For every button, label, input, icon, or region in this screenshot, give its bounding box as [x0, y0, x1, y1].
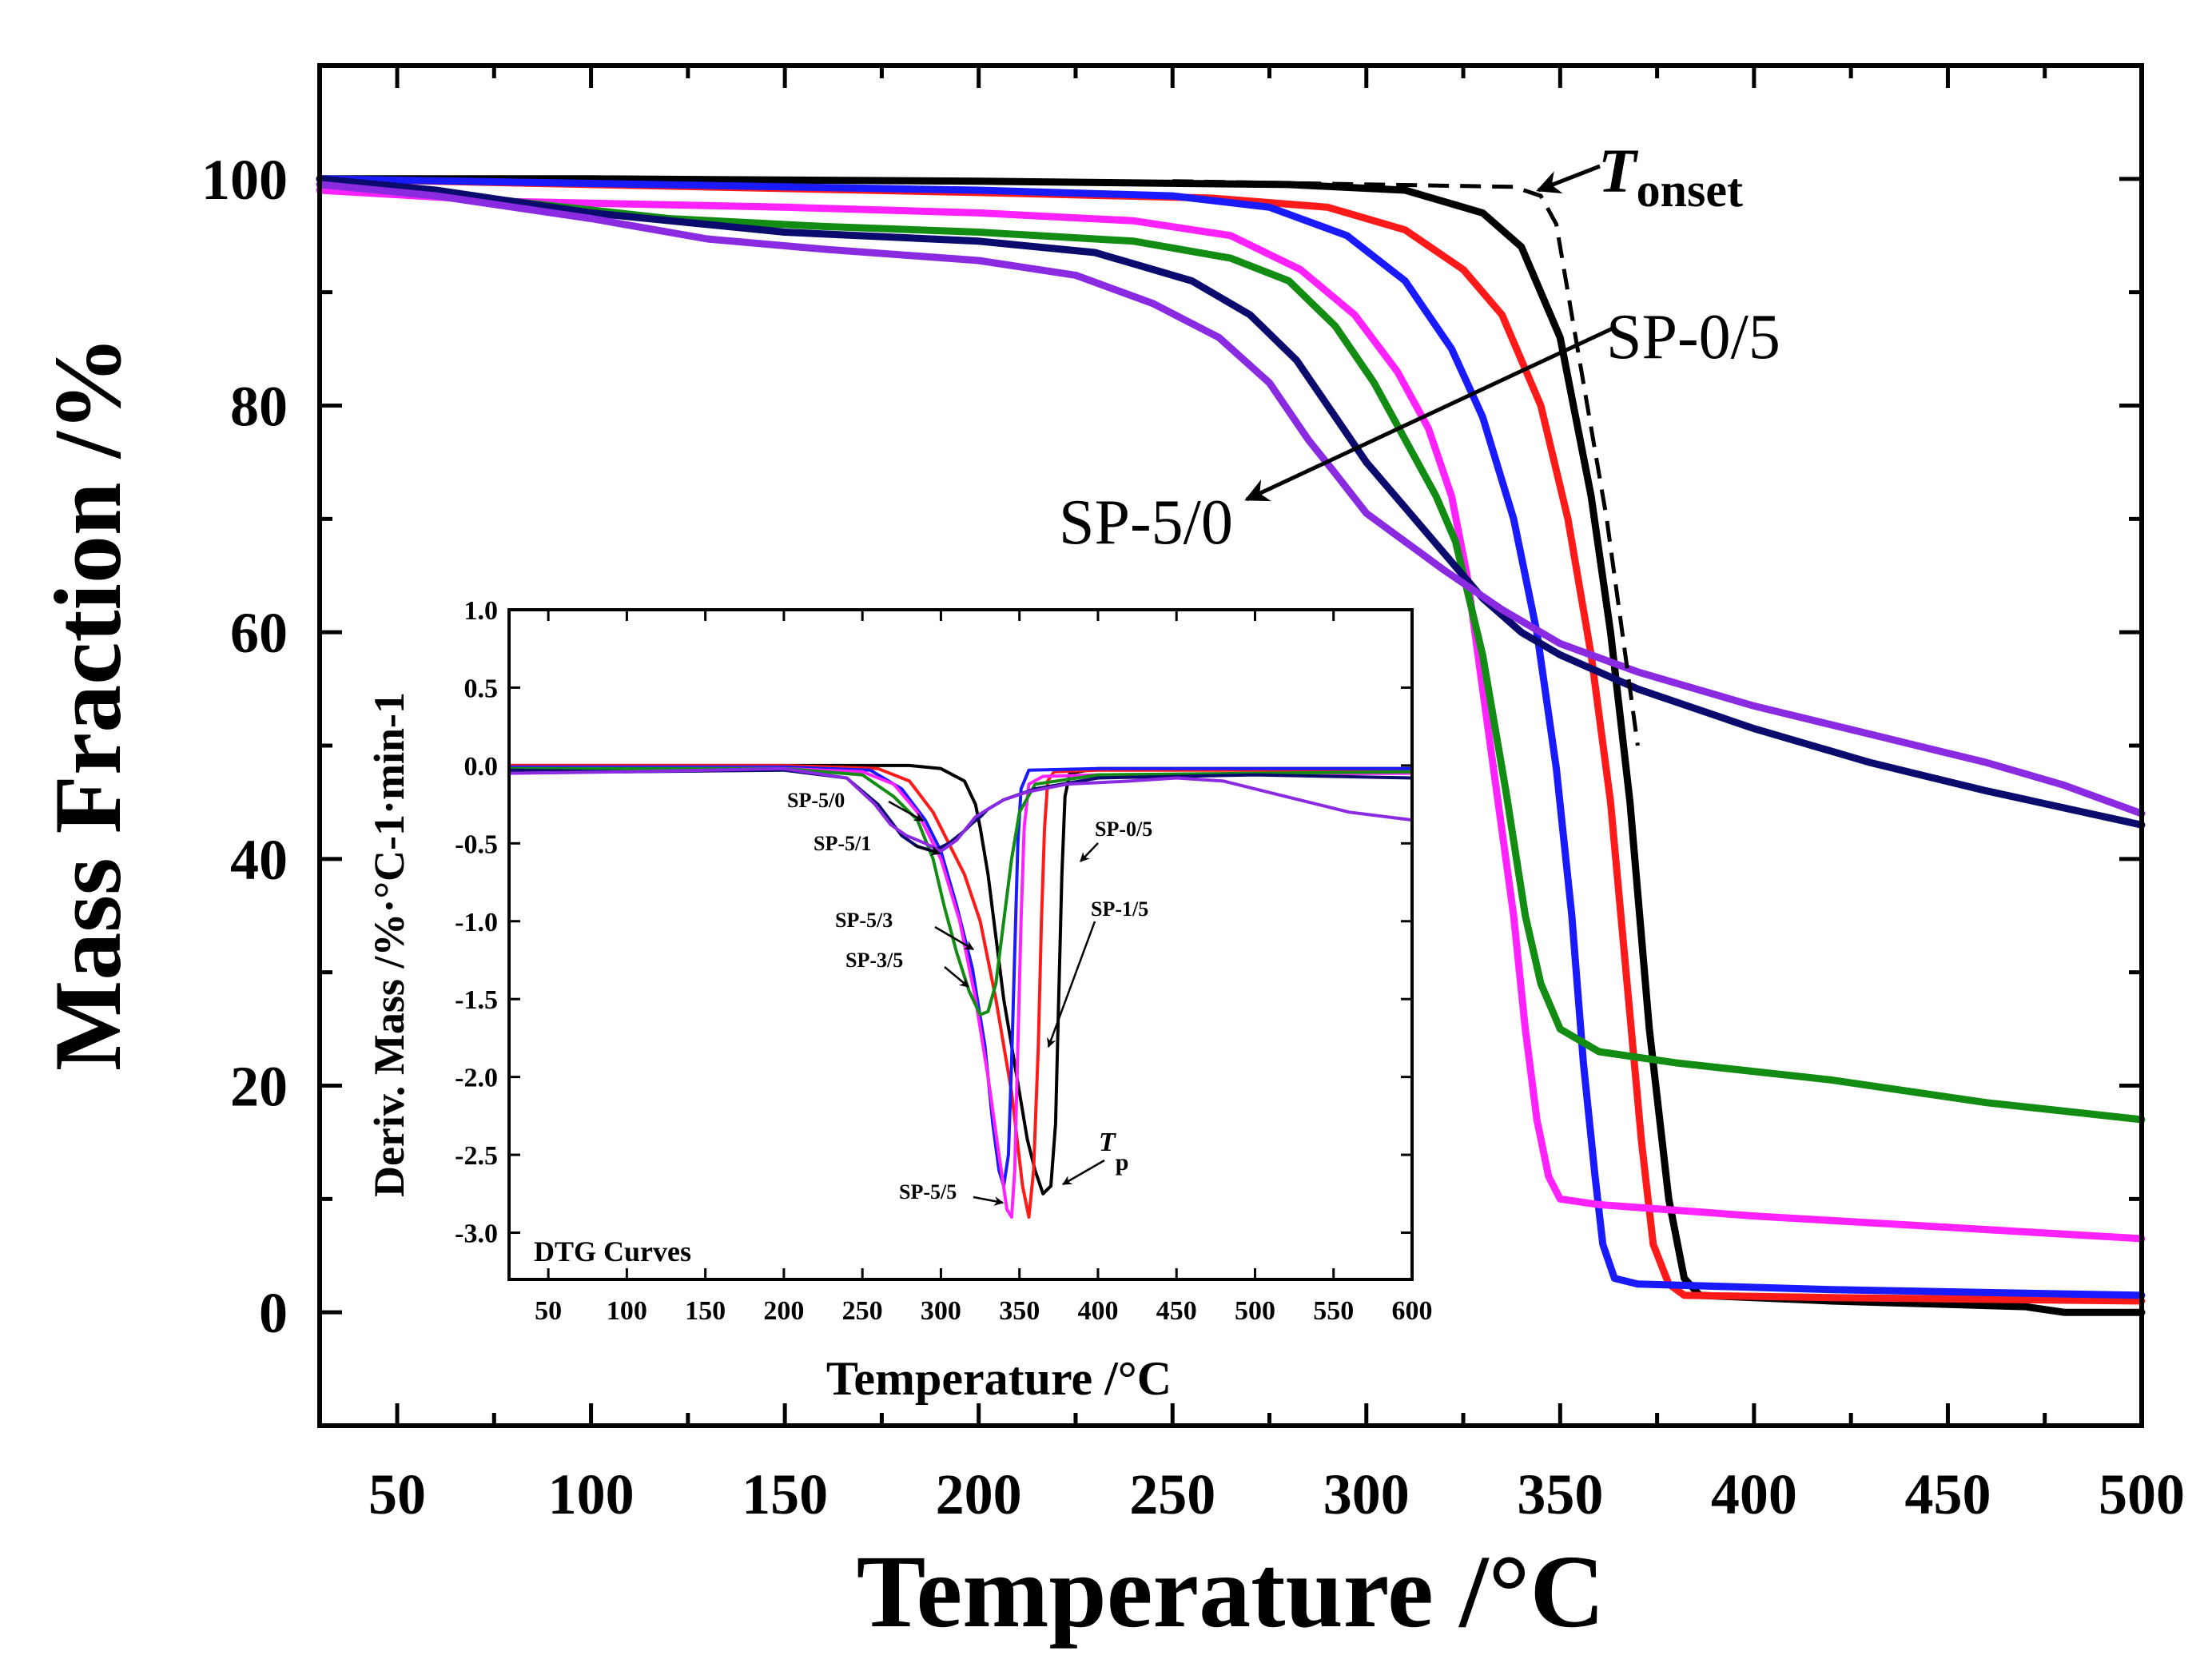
main-x-tick-label: 300	[1323, 1462, 1410, 1526]
main-y-tick-label: 100	[201, 148, 288, 212]
inset-y-tick-label: -3.0	[455, 1219, 498, 1249]
inset-title: DTG Curves	[534, 1235, 691, 1267]
main-y-tick-label: 0	[259, 1281, 288, 1345]
inset-label-sp-3-5: SP-3/5	[845, 949, 903, 972]
inset-x-tick-label: 550	[1313, 1296, 1354, 1326]
main-x-tick-label: 350	[1517, 1462, 1603, 1526]
main-y-tick-label: 80	[230, 375, 288, 439]
inset-label-sp-5-0: SP-5/0	[787, 789, 845, 812]
inset-x-tick-label: 250	[842, 1296, 883, 1326]
inset-y-tick-label: -1.0	[455, 908, 498, 937]
inset-x-tick-label: 300	[921, 1296, 961, 1326]
annotation-sp-5-0: SP-5/0	[1059, 487, 1233, 558]
inset-arrow-sp-5-0	[888, 800, 925, 822]
inset-y-tick-label: -0.5	[455, 830, 498, 859]
inset-label-sp-5-5: SP-5/5	[899, 1180, 957, 1204]
tonset-symbol: T	[1598, 136, 1639, 205]
inset-y-tick-label: 0.0	[464, 752, 499, 782]
inset-label-sp-0-5: SP-0/5	[1095, 818, 1152, 841]
inset-arrow-sp-5-5	[973, 1196, 1005, 1206]
main-y-tick-label: 40	[230, 828, 288, 892]
inset-x-axis-label: Temperature /°C	[826, 1352, 1172, 1405]
inset-y-tick-label: -1.5	[455, 985, 498, 1015]
inset-x-tick-label: 400	[1077, 1296, 1118, 1326]
main-series-sp-5-1	[316, 175, 2146, 829]
inset-arrow-sp-5-3	[934, 925, 975, 951]
inset-arrow-sp-1-5	[1047, 921, 1096, 1048]
inset-x-tick-label: 600	[1392, 1296, 1433, 1326]
inset-y-tick-label: -2.0	[455, 1064, 498, 1093]
main-series-sp-5-0	[316, 181, 2146, 818]
inset-x-tick-label: 450	[1156, 1296, 1197, 1326]
inset-x-tick-label: 100	[607, 1296, 647, 1326]
inset-y-tick-label: 1.0	[464, 596, 499, 626]
main-x-tick-label: 500	[2099, 1462, 2185, 1526]
inset-series-sp-0-5	[507, 763, 1414, 1196]
main-chart: 50 100 150 200 250 300 350 400 450 500 0 20 40 60 80 10…	[34, 63, 2185, 1649]
main-x-tick-label: 450	[1904, 1462, 1991, 1526]
inset-tp-subscript: p	[1116, 1149, 1129, 1176]
main-x-tick-label: 50	[368, 1462, 426, 1526]
main-plot-frame	[317, 63, 2144, 1428]
inset-label-sp-5-1: SP-5/1	[814, 832, 871, 855]
inset-y-tick-label: -2.5	[455, 1141, 498, 1171]
tonset-subscript: onset	[1637, 164, 1743, 217]
inset-arrow-tp	[1061, 1159, 1105, 1186]
main-x-tick-label: 200	[936, 1462, 1022, 1526]
main-x-tick-label: 400	[1711, 1462, 1797, 1526]
annotation-arrow-sp	[1244, 325, 1616, 502]
inset-arrow-sp-5-1	[913, 844, 941, 856]
tonset-tangent-line	[1172, 179, 1640, 746]
inset-x-tick-label: 50	[535, 1296, 562, 1326]
main-y-axis-label: Mass Fraction /%	[34, 336, 141, 1071]
main-y-tick-label: 20	[230, 1055, 288, 1119]
main-x-tick-label: 100	[548, 1462, 635, 1526]
annotation-sp-0-5: SP-0/5	[1606, 302, 1780, 372]
inset-plot-frame	[507, 608, 1414, 1281]
inset-y-tick-label: 0.5	[464, 674, 499, 703]
inset-series-sp-5-0	[507, 766, 1414, 853]
inset-x-tick-label: 500	[1235, 1296, 1275, 1326]
inset-x-tick-label: 150	[685, 1296, 726, 1326]
main-x-tick-label: 150	[742, 1462, 828, 1526]
inset-y-axis-label: Deriv. Mass /%·°C-1·min-1	[365, 692, 413, 1197]
inset-tp-symbol: T	[1099, 1128, 1116, 1157]
inset-series-sp-3-5	[507, 765, 1414, 1188]
inset-series-sp-5-3	[507, 766, 1414, 1017]
inset-arrow-sp-3-5	[944, 966, 969, 988]
inset-series-group	[507, 763, 1414, 1219]
main-series-sp-3-5	[316, 175, 2146, 1299]
main-x-axis-label: Temperature /°C	[857, 1534, 1605, 1649]
inset-background	[509, 610, 1412, 1279]
main-y-tick-label: 60	[230, 601, 288, 665]
inset-tp-label: Tp	[1099, 1128, 1128, 1176]
inset-arrow-sp-0-5	[1080, 842, 1099, 862]
main-x-tick-label: 250	[1129, 1462, 1215, 1526]
inset-tick-labels: 50 100 150 200 250 300 350 400 450 500 550 600 1.0 0.…	[455, 596, 1432, 1326]
main-series-sp-5-3	[316, 175, 2146, 1124]
dtg-inset-chart: 50 100 150 200 250 300 350 400 450 500 550 600 1.0 0.…	[365, 596, 1433, 1405]
inset-x-tick-label: 200	[763, 1296, 804, 1326]
tonset-arrow	[1536, 164, 1601, 194]
inset-label-sp-1-5: SP-1/5	[1091, 897, 1148, 921]
main-tick-labels: 50 100 150 200 250 300 350 400 450 500 0 20 40 60 80 10…	[201, 148, 2185, 1526]
inset-x-tick-label: 350	[999, 1296, 1040, 1326]
inset-label-sp-5-3: SP-5/3	[835, 909, 893, 932]
tonset-label: Tonset	[1598, 136, 1743, 217]
